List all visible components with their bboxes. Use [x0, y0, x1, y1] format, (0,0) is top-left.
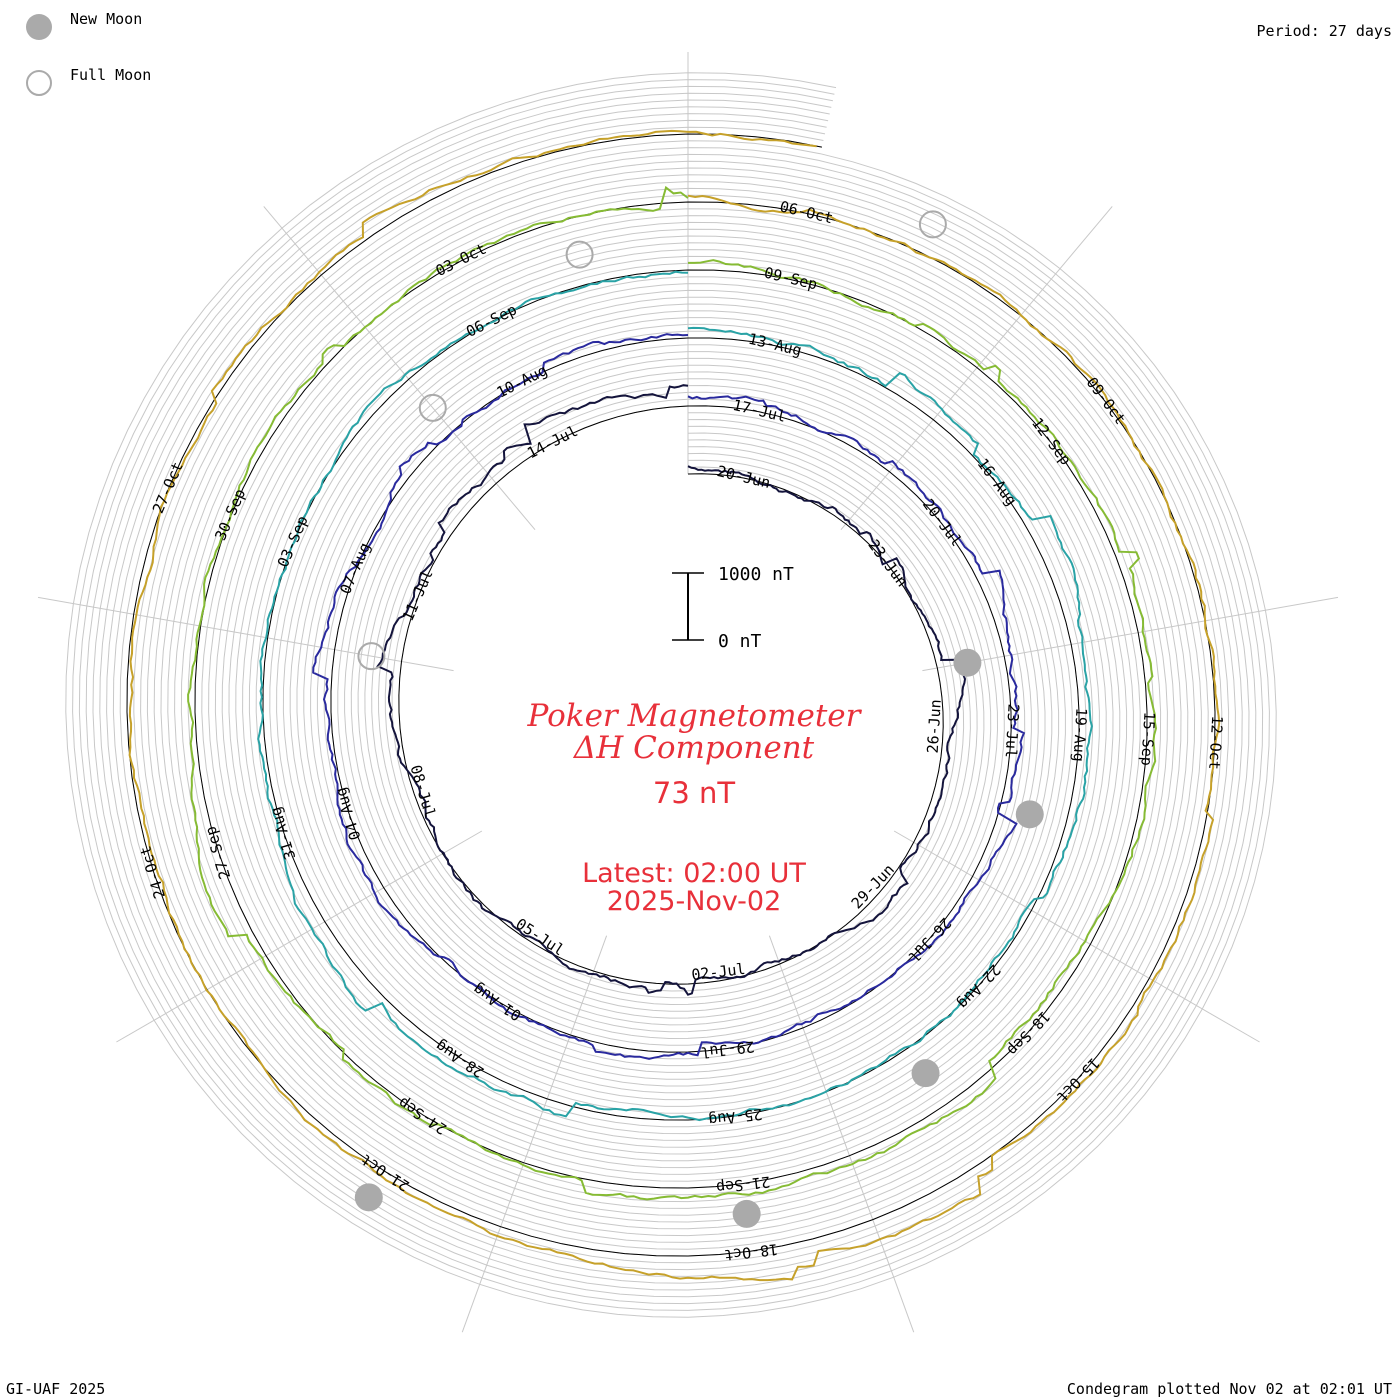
full-moon-marker [418, 393, 447, 422]
series-line-3 [257, 270, 1093, 1122]
new-moon-marker [1015, 800, 1044, 829]
full-moon-marker [565, 240, 594, 269]
footer-credit: GI-UAF 2025 [6, 1380, 106, 1398]
date-label: 05-Jul [512, 915, 567, 960]
series-line-4 [187, 185, 1158, 1201]
series-line-2 [312, 333, 1026, 1060]
day-spoke [116, 830, 483, 1043]
data-series [128, 129, 1221, 1282]
scale-bar: 1000 nT 0 nT [672, 564, 794, 652]
date-label: 28-Aug [432, 1037, 487, 1082]
grid-spiral [112, 119, 1230, 1271]
day-spokes [37, 52, 1339, 1333]
date-label: 12-Oct [1205, 715, 1226, 770]
date-label: 23-Jul [1002, 703, 1023, 758]
grid-spiral [92, 99, 1250, 1291]
full-moon-icon [26, 70, 52, 96]
date-label: 25-Aug [707, 1105, 763, 1129]
new-moon-icon [26, 14, 52, 40]
scale-bar-top-label: 1000 nT [718, 564, 794, 585]
full-moon-marker [357, 642, 386, 671]
new-moon-marker [354, 1183, 383, 1212]
new-moon-marker [953, 648, 982, 677]
grid-spiral [78, 85, 1264, 1305]
day-spoke [768, 935, 915, 1333]
legend-new-moon-label: New Moon [70, 10, 143, 28]
date-label: 09-Sep [762, 264, 819, 294]
moon-markers [354, 210, 1044, 1228]
scale-bar-bottom-label: 0 nT [718, 631, 762, 652]
latest-date: 2025-Nov-02 [606, 886, 782, 917]
date-label: 13-Aug [747, 330, 804, 360]
date-label: 20-Jun [715, 462, 772, 492]
chart-title-line1: Poker Magnetometer [527, 698, 861, 734]
grid-lines [65, 72, 1277, 1318]
full-moon-marker [918, 210, 947, 239]
legend-full-moon-label: Full Moon [70, 66, 152, 84]
new-moon-marker [732, 1199, 761, 1228]
series-line-5 [128, 129, 1221, 1282]
series-line-1 [376, 384, 967, 996]
footer-plotted: Condegram plotted Nov 02 at 02:01 UT [1066, 1380, 1392, 1398]
grid-spiral [85, 92, 1257, 1298]
date-label: 26-Jun [924, 699, 945, 754]
date-label: 06-Oct [778, 197, 835, 227]
new-moon-marker [911, 1059, 940, 1088]
date-label: 24-Sep [395, 1093, 450, 1138]
date-label: 02-Jul [690, 960, 746, 984]
date-label: 31-Aug [267, 805, 300, 862]
day-spoke [893, 830, 1260, 1043]
legend-full-moon: Full Moon [26, 66, 151, 96]
latest-time: Latest: 02:00 UT [582, 858, 806, 889]
grid-spiral [72, 79, 1270, 1311]
day-spoke [461, 935, 608, 1333]
grid-spiral [99, 106, 1243, 1284]
date-label: 15-Sep [1137, 711, 1158, 766]
chart-title-line2: ΔH Component [573, 730, 815, 766]
date-label: 29-Jul [700, 1037, 756, 1061]
period-label: Period: 27 days [1256, 22, 1392, 40]
grid-spiral [106, 113, 1236, 1277]
day-spoke [840, 206, 1113, 531]
day-spoke [263, 206, 536, 531]
grid-spiral [65, 72, 1277, 1318]
day-spoke [922, 596, 1339, 672]
date-label: 01-Aug [470, 980, 525, 1025]
date-label: 19-Aug [1069, 707, 1090, 762]
current-value: 73 nT [652, 776, 736, 810]
date-label: 18-Oct [723, 1240, 779, 1264]
legend-new-moon: New Moon [26, 10, 142, 40]
